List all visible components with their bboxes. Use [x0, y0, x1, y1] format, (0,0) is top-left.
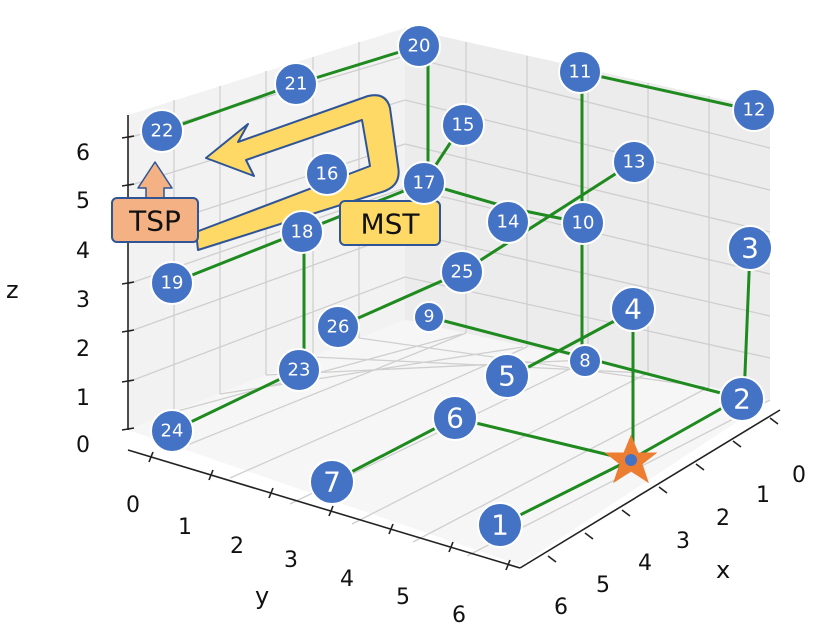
svg-text:12: 12: [743, 100, 766, 121]
svg-text:3: 3: [741, 232, 759, 265]
svg-text:21: 21: [285, 74, 308, 95]
svg-text:9: 9: [424, 307, 435, 327]
x-tick-0: 0: [792, 463, 806, 488]
mst-label: MST: [360, 208, 420, 241]
edge-3-2: [742, 248, 752, 400]
x-tick-2: 2: [716, 506, 730, 531]
svg-text:13: 13: [623, 152, 646, 173]
edge-25-26: [336, 270, 464, 329]
svg-text:26: 26: [327, 317, 350, 338]
y-tick-6: 6: [452, 603, 466, 628]
y-axis-line: [127, 449, 521, 569]
x-tick-3: 3: [676, 529, 690, 554]
node-9: 9: [413, 301, 445, 333]
node-26: 26: [316, 305, 360, 349]
node-17: 17: [402, 161, 446, 205]
z-tick-0: 0: [76, 433, 90, 458]
svg-text:8: 8: [579, 351, 590, 372]
node-18: 18: [280, 210, 324, 254]
y-tick-4: 4: [340, 567, 354, 592]
node-1: 1: [477, 502, 523, 548]
node-20: 20: [397, 24, 441, 68]
y-tick-1: 1: [178, 515, 192, 540]
svg-text:5: 5: [498, 360, 516, 393]
y-tick-2: 2: [230, 534, 244, 559]
z-tick-4: 4: [76, 239, 90, 264]
node-19: 19: [150, 261, 194, 305]
svg-text:15: 15: [452, 115, 475, 136]
node-22: 22: [140, 109, 184, 153]
tsp-label: TSP: [128, 205, 181, 238]
node-3: 3: [727, 225, 773, 271]
node-12: 12: [732, 88, 776, 132]
node-21: 21: [274, 62, 318, 106]
svg-text:20: 20: [408, 36, 431, 57]
x-tick-1: 1: [756, 483, 770, 508]
x-axis-line: [519, 409, 781, 569]
node-8: 8: [568, 344, 602, 378]
svg-text:24: 24: [161, 421, 184, 442]
x-axis-label: x: [716, 556, 730, 584]
edge-13-25: [460, 160, 636, 274]
edge-7-6: [330, 416, 457, 484]
y-tick-3: 3: [284, 548, 298, 573]
z-tick-2: 2: [76, 337, 90, 362]
node-16: 16: [305, 152, 349, 196]
node-6: 6: [432, 395, 478, 441]
node-10: 10: [561, 201, 605, 245]
x-tick-5: 5: [596, 573, 610, 598]
node-25: 25: [440, 250, 484, 294]
svg-text:16: 16: [316, 164, 339, 185]
svg-text:10: 10: [572, 213, 595, 234]
edge-11-12: [578, 70, 754, 112]
mst-arrow-icon: [195, 94, 400, 251]
svg-text:23: 23: [288, 360, 311, 381]
mst-callout: MST: [339, 200, 441, 246]
node-23: 23: [277, 348, 321, 392]
node-15: 15: [441, 103, 485, 147]
edge-6-star: [453, 416, 632, 462]
svg-text:1: 1: [491, 509, 509, 542]
edge-4-5: [506, 309, 635, 380]
svg-text:6: 6: [446, 402, 464, 435]
svg-text:19: 19: [161, 273, 184, 294]
x-tick-labels: 0 1 2 3 4 5 6: [554, 463, 806, 620]
y-axis-label: y: [255, 582, 269, 610]
star-icon: [604, 434, 658, 484]
svg-text:2: 2: [733, 383, 751, 416]
svg-text:18: 18: [291, 222, 314, 243]
z-tick-labels: 0 1 2 3 4 5 6: [76, 141, 90, 458]
node-11: 11: [558, 50, 602, 94]
node-14: 14: [486, 200, 530, 244]
svg-text:22: 22: [151, 121, 174, 142]
node-2: 2: [719, 376, 765, 422]
z-tick-6: 6: [76, 141, 90, 166]
edge-23-24: [170, 368, 301, 433]
svg-text:7: 7: [323, 466, 341, 499]
y-tick-labels: 0 1 2 3 4 5 6: [126, 493, 466, 628]
node-4: 4: [610, 286, 656, 332]
z-tick-5: 5: [76, 189, 90, 214]
node-7: 7: [309, 459, 355, 505]
z-tick-3: 3: [76, 288, 90, 313]
tsp-callout: TSP: [111, 197, 199, 243]
nodes: 1 2 3 4 5 6 7 8 9 10 11 12 13 14 15 16 1…: [140, 24, 776, 548]
axis-lines: [121, 115, 781, 571]
svg-text:25: 25: [451, 262, 474, 283]
y-tick-0: 0: [126, 493, 140, 518]
y-tick-5: 5: [396, 585, 410, 610]
svg-text:11: 11: [569, 62, 592, 83]
svg-text:17: 17: [413, 173, 436, 194]
z-tick-1: 1: [76, 386, 90, 411]
x-tick-6: 6: [554, 595, 568, 620]
node-24: 24: [150, 409, 194, 453]
node-5: 5: [484, 353, 530, 399]
node-13: 13: [612, 140, 656, 184]
svg-text:4: 4: [624, 293, 642, 326]
z-axis-label: z: [6, 276, 19, 304]
svg-text:14: 14: [497, 212, 520, 233]
x-tick-4: 4: [638, 551, 652, 576]
